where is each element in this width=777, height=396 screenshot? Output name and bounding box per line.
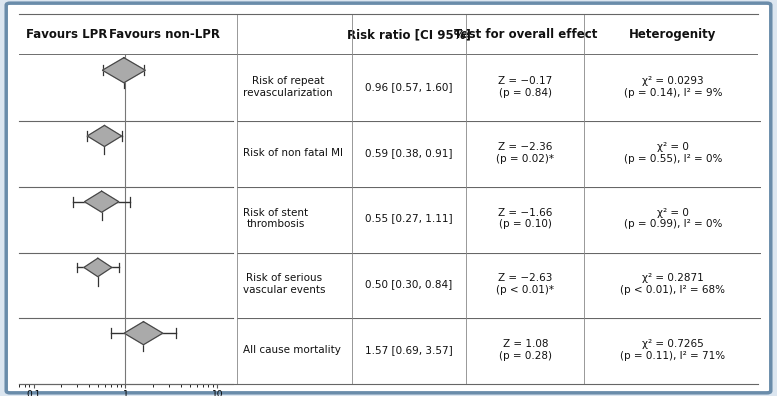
Text: Z = −0.17
(p = 0.84): Z = −0.17 (p = 0.84) [498,76,552,98]
Text: Z = −2.36
(p = 0.02)*: Z = −2.36 (p = 0.02)* [497,142,554,164]
Text: Favours non-LPR: Favours non-LPR [110,28,221,41]
Text: Risk ratio [CI 95%]: Risk ratio [CI 95%] [347,28,471,41]
Text: 0.96 [0.57, 1.60]: 0.96 [0.57, 1.60] [365,82,453,92]
Polygon shape [124,322,162,345]
Polygon shape [85,191,119,212]
Text: χ² = 0.7265
(p = 0.11), I² = 71%: χ² = 0.7265 (p = 0.11), I² = 71% [620,339,726,361]
FancyBboxPatch shape [6,3,771,393]
Text: Z = −1.66
(p = 0.10): Z = −1.66 (p = 0.10) [498,208,552,229]
Text: 0.59 [0.38, 0.91]: 0.59 [0.38, 0.91] [365,148,453,158]
Text: 0.50 [0.30, 0.84]: 0.50 [0.30, 0.84] [365,279,453,289]
Text: Test for overall effect: Test for overall effect [454,28,597,41]
Text: Risk of stent
thrombosis: Risk of stent thrombosis [243,208,308,229]
Text: Heterogenity: Heterogenity [629,28,716,41]
Text: 0.55 [0.27, 1.11]: 0.55 [0.27, 1.11] [365,213,453,223]
Text: Favours LPR: Favours LPR [26,28,107,41]
Polygon shape [103,58,145,83]
Polygon shape [84,258,112,277]
Text: Z = 1.08
(p = 0.28): Z = 1.08 (p = 0.28) [499,339,552,361]
Text: χ² = 0
(p = 0.55), I² = 0%: χ² = 0 (p = 0.55), I² = 0% [624,142,722,164]
Text: Risk of serious
vascular events: Risk of serious vascular events [243,273,326,295]
Text: χ² = 0.2871
(p < 0.01), I² = 68%: χ² = 0.2871 (p < 0.01), I² = 68% [620,273,726,295]
Text: χ² = 0
(p = 0.99), I² = 0%: χ² = 0 (p = 0.99), I² = 0% [624,208,722,229]
Text: 1.57 [0.69, 3.57]: 1.57 [0.69, 3.57] [365,345,453,355]
Text: Risk of repeat
revascularization: Risk of repeat revascularization [243,76,333,98]
Text: Z = −2.63
(p < 0.01)*: Z = −2.63 (p < 0.01)* [497,273,554,295]
Text: Risk of non fatal MI: Risk of non fatal MI [243,148,343,158]
Text: All cause mortality: All cause mortality [243,345,341,355]
Polygon shape [87,126,121,147]
Text: χ² = 0.0293
(p = 0.14), I² = 9%: χ² = 0.0293 (p = 0.14), I² = 9% [624,76,722,98]
